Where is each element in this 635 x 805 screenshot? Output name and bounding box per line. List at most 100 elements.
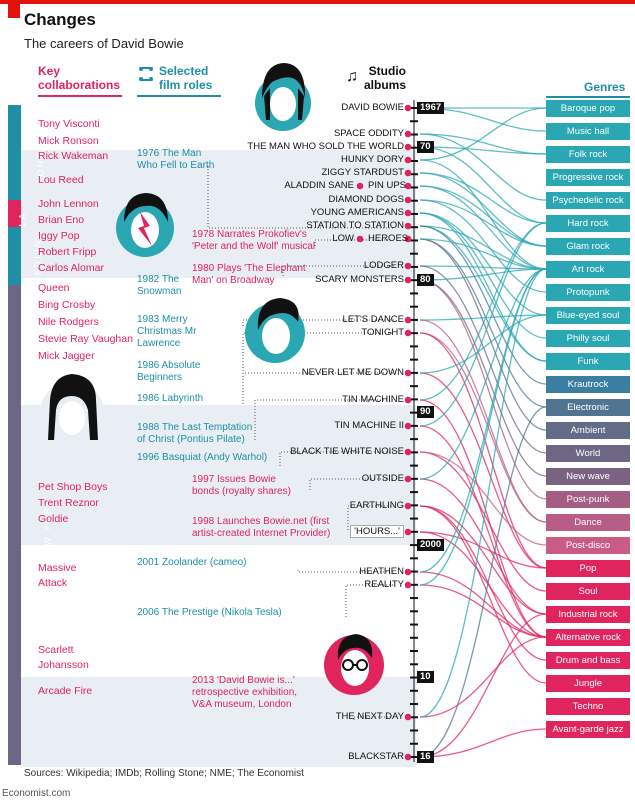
album-dot — [404, 182, 412, 190]
film-role-line: retrospective exhibition, — [192, 687, 298, 698]
genre-link — [419, 268, 547, 480]
genre-box: Hard rock — [546, 215, 630, 232]
genre-link — [419, 133, 547, 201]
collaborator-item: Johansson — [38, 659, 89, 671]
film-guide-line — [347, 505, 394, 530]
collaborator-item: Nile Rodgers — [38, 316, 99, 328]
film-role-line: Who Fell to Earth — [137, 160, 215, 171]
genre-link — [419, 265, 547, 454]
album-label: LET'S DANCE — [342, 314, 404, 325]
film-role-line: 2013 'David Bowie is...' — [192, 675, 295, 686]
genre-link — [419, 406, 547, 758]
film-role-line: of Christ (Pontius Pilate) — [137, 434, 245, 445]
film-guide-line — [254, 399, 394, 440]
album-label: HEATHEN — [359, 566, 404, 577]
genre-link — [419, 279, 547, 500]
film-role-line: Christmas Mr — [137, 326, 197, 337]
genre-box: Avant-garde jazz — [546, 721, 630, 738]
film-guide-line — [297, 570, 394, 573]
album-label: DIAMOND DOGS — [328, 194, 404, 205]
sources-note: Sources: Wikipedia; IMDb; Rolling Stone;… — [24, 768, 304, 779]
genre-box: Funk — [546, 353, 630, 370]
genre-link — [419, 146, 547, 155]
year-badge: 1967 — [417, 102, 445, 114]
film-role-item: 1986 Absolute Beginners — [137, 360, 200, 384]
album-dot — [404, 753, 412, 761]
collaborator-item: Bing Crosby — [38, 299, 96, 311]
album-label: THE MAN WHO SOLD THE WORLD — [247, 141, 404, 152]
genre-box: Music hall — [546, 123, 630, 140]
album-dot — [404, 475, 412, 483]
album-label: REALITY — [364, 579, 404, 590]
collaborator-item: Iggy Pop — [38, 230, 80, 242]
film-role-line: 1980 Plays 'The Elephant — [192, 263, 306, 274]
collaborator-item: Scarlett — [38, 644, 74, 656]
album-label: YOUNG AMERICANS — [310, 207, 404, 218]
genre-box: Psychedelic rock — [546, 192, 630, 209]
film-role-line: V&A museum, London — [192, 699, 292, 710]
genre-link — [419, 478, 547, 615]
film-guide-line — [353, 716, 394, 720]
collaborator-item: Attack — [38, 577, 68, 589]
genre-box: Post-punk — [546, 491, 630, 508]
album-dot — [404, 448, 412, 456]
album-dot — [404, 369, 412, 377]
film-role-line: 1986 Labyrinth — [137, 393, 204, 404]
genre-link — [419, 212, 547, 339]
album-dot — [404, 169, 412, 177]
genre-link — [419, 225, 547, 362]
album-label: LODGER — [363, 260, 404, 271]
city-berlin — [8, 227, 21, 285]
genre-box: Jungle — [546, 675, 630, 692]
page-subtitle: The careers of David Bowie — [24, 36, 184, 51]
genres-rule — [546, 96, 630, 98]
collaborator-item: Rick Wakeman — [38, 150, 109, 162]
album-dot — [404, 316, 412, 324]
year-badge: 10 — [417, 671, 434, 683]
film-guide-line — [207, 166, 394, 229]
music-note-icon: ♫ — [346, 68, 358, 85]
album-dot — [404, 396, 412, 404]
album-label: OUTSIDE — [361, 473, 404, 484]
film-guide-line — [282, 265, 394, 276]
page-title: Changes — [24, 10, 96, 29]
genre-box: Protopunk — [546, 284, 630, 301]
genre-link — [419, 146, 547, 224]
album-dot — [404, 196, 412, 204]
album-dot — [404, 156, 412, 164]
year-badge: 2000 — [417, 539, 445, 551]
genre-link — [419, 185, 547, 247]
genre-link — [419, 425, 547, 638]
album-label: HUNKY DORY — [341, 154, 404, 165]
year-badge: 70 — [417, 141, 434, 153]
film-role-line: Beginners — [137, 372, 183, 383]
genre-link — [419, 268, 547, 281]
genre-link — [419, 584, 547, 638]
year-badge: 16 — [417, 751, 434, 763]
film-role-line: 1996 Basquiat (Andy Warhol) — [137, 452, 268, 463]
album-dot — [404, 104, 412, 112]
collaborator-item: John Lennon — [38, 198, 99, 210]
genre-box: Philly soul — [546, 330, 630, 347]
film-guide-line — [242, 372, 394, 404]
film-role-item: 1978 Narrates Prokofiev's 'Peter and the … — [192, 229, 315, 253]
album-dot — [404, 502, 412, 510]
album-dot — [404, 235, 412, 243]
film-role-item: 1998 Launches Bowie.net (first artist-cre… — [192, 516, 330, 540]
site-credit: Economist.com — [2, 788, 71, 799]
album-dot — [404, 329, 412, 337]
film-role-item: 1986 Labyrinth — [137, 393, 203, 405]
collaborator-item: Carlos Alomar — [38, 262, 104, 274]
film-guide-line — [345, 584, 394, 617]
header-collab: Key collaborations — [38, 64, 122, 97]
album-dot — [404, 262, 412, 270]
film-guide-line — [314, 239, 394, 246]
film-role-item: 2001 Zoolander (cameo) — [137, 557, 247, 569]
album-label: ALADDIN SANE — [284, 180, 354, 191]
album-label: ZIGGY STARDUST — [321, 167, 404, 178]
genre-link — [419, 268, 547, 718]
brand-tag — [8, 4, 20, 18]
genre-link — [419, 314, 547, 374]
genre-link — [419, 268, 547, 586]
collaborator-item: Tony Visconti — [38, 118, 100, 130]
